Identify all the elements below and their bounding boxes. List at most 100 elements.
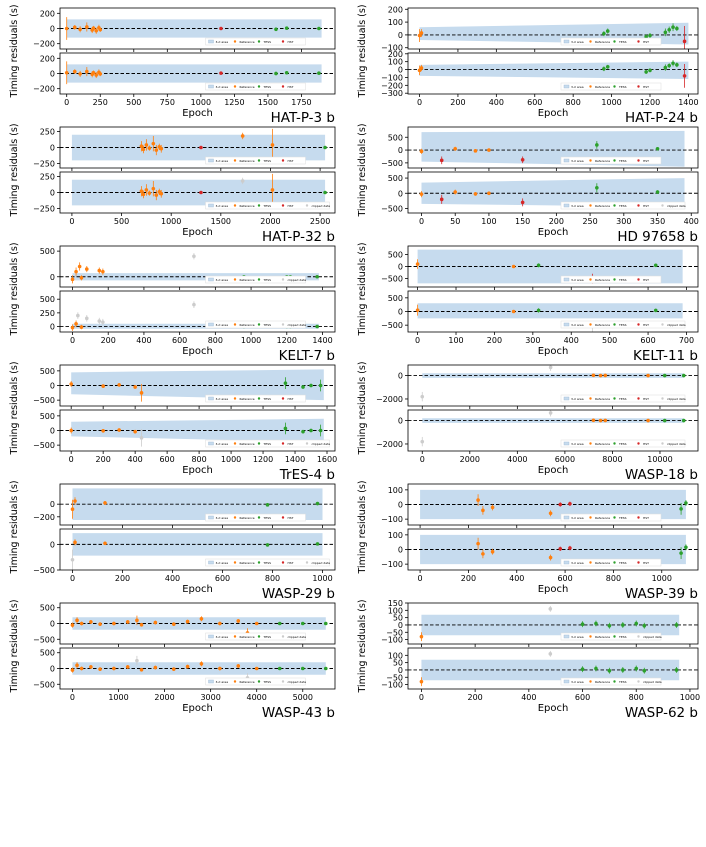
panel: −500 0 500 3-σ area Reference TESS clipped dat… — [33, 602, 336, 647]
data-point-hst — [520, 200, 525, 205]
data-point-ref — [75, 618, 79, 623]
legend-frame — [560, 82, 662, 91]
planet-name-title: WASP-18 b — [625, 467, 698, 483]
legend-label: TESS — [263, 442, 272, 446]
legend-label: Reference — [240, 680, 255, 684]
y-tick-label: 500 — [40, 247, 55, 256]
data-point-tess — [284, 26, 289, 30]
data-point-ref — [79, 621, 84, 626]
planet-name-title: WASP-29 b — [262, 586, 335, 602]
data-point-hst — [520, 158, 525, 162]
subplot-wasp-29-b: −200 0 3-σ area Reference TESS HST −500 0 0 200 40… — [9, 480, 336, 602]
data-point-clip — [101, 320, 105, 324]
legend-label: clipped data — [288, 635, 307, 639]
legend-swatch — [589, 442, 592, 445]
legend-label: Reference — [595, 323, 610, 327]
legend-swatch — [637, 159, 640, 162]
legend: 3-σ area Reference TESS clipped data — [205, 320, 306, 329]
legend-swatch — [281, 278, 285, 281]
data-point-ref — [270, 143, 275, 147]
data-point-tess — [309, 428, 313, 433]
legend-label: clipped data — [667, 323, 686, 327]
data-point-ref — [77, 264, 82, 269]
data-point-tess — [671, 61, 675, 66]
legend-swatch — [257, 397, 261, 400]
x-tick-label: 3000 — [200, 693, 220, 702]
sigma-band — [417, 249, 683, 284]
y-tick-label: 250 — [40, 172, 55, 181]
legend-label: 3-σ area — [571, 680, 584, 684]
planet-name-title: WASP-62 b — [625, 705, 698, 721]
legend-swatch-band — [208, 158, 214, 163]
x-tick-label: 1000 — [221, 455, 241, 464]
data-point-tess — [317, 71, 321, 75]
legend-swatch — [637, 40, 640, 43]
legend-swatch-band — [563, 679, 570, 684]
panel: −200 0 3-σ area Reference TESS HST — [33, 483, 336, 528]
legend-label: Reference — [595, 278, 610, 282]
legend-swatch-band — [208, 277, 214, 282]
y-tick-label: −500 — [33, 566, 55, 575]
panel: −2000 0 0 2000 4000 6000 8000 10000 3-σ area Refe… — [376, 409, 699, 464]
y-tick-label: 200 — [40, 9, 55, 18]
data-point-tess — [607, 623, 612, 628]
sigma-band — [71, 369, 324, 401]
data-point-hst — [568, 501, 572, 506]
legend-swatch-band — [563, 39, 570, 44]
x-axis-label: Epoch — [538, 108, 569, 119]
data-point-ref — [415, 308, 420, 312]
legend-label: TESS — [263, 561, 272, 565]
legend-label: TESS — [263, 204, 272, 208]
legend-swatch — [281, 635, 285, 638]
data-point-ref — [473, 149, 478, 153]
x-tick-label: 1200 — [253, 455, 273, 464]
data-point-hst — [682, 39, 687, 44]
y-tick-label: 500 — [40, 412, 55, 421]
legend-label: HST — [288, 561, 294, 565]
legend-label: TESS — [618, 442, 627, 446]
data-point-clip — [84, 316, 89, 321]
y-tick-label: 0 — [50, 427, 55, 436]
x-tick-label: 0 — [70, 336, 75, 345]
x-tick-label: 600 — [159, 455, 174, 464]
data-point-ref — [419, 149, 424, 154]
data-point-tess — [607, 668, 612, 673]
legend: 3-σ area Reference TESS clipped data — [205, 677, 306, 686]
data-point-ref — [598, 373, 603, 378]
planet-name-title: HAT-P-32 b — [262, 229, 335, 245]
data-point-ref — [98, 27, 103, 32]
y-tick-label: 100 — [388, 531, 403, 540]
data-point-ref — [153, 620, 158, 625]
legend-label: HST — [643, 278, 649, 282]
data-point-clip — [70, 557, 75, 562]
data-point-ref — [646, 373, 650, 378]
legend-swatch — [305, 442, 309, 445]
legend-label: Reference — [240, 85, 255, 89]
data-point-tess — [675, 63, 679, 67]
data-point-ref — [218, 666, 222, 671]
x-tick-label: 800 — [566, 98, 581, 107]
y-tick-label: −100 — [381, 560, 403, 569]
plot-area — [408, 410, 698, 447]
data-point-ref — [199, 616, 204, 621]
data-point-hst — [682, 74, 687, 78]
data-point-ref — [85, 25, 89, 29]
y-tick-label: 0 — [398, 666, 403, 675]
data-point-tess — [536, 308, 541, 313]
x-tick-label: 8000 — [602, 455, 622, 464]
planet-name-title: KELT-7 b — [279, 348, 335, 364]
data-point-tess — [595, 185, 599, 190]
legend-label: 3-σ area — [216, 278, 229, 282]
legend-swatch — [589, 680, 592, 683]
x-tick-label: 800 — [208, 336, 223, 345]
legend-swatch — [613, 397, 616, 400]
legend-swatch-band — [563, 322, 570, 327]
x-tick-label: 600 — [575, 693, 590, 702]
legend-label: Reference — [240, 516, 255, 520]
legend-label: HST — [643, 323, 649, 327]
legend-swatch — [257, 278, 261, 281]
data-point-ref — [103, 501, 107, 505]
y-tick-label: 0 — [398, 146, 403, 155]
